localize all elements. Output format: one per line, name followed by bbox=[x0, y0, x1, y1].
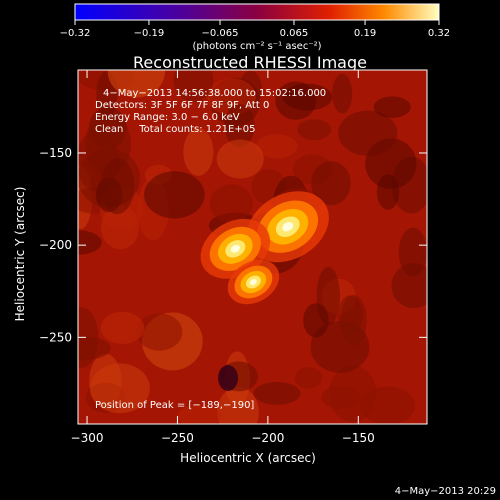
heatmap-texture-patch bbox=[107, 70, 165, 98]
x-tick-label: −200 bbox=[251, 431, 284, 445]
colorbar-tick-label: 0.19 bbox=[354, 28, 376, 39]
heatmap-texture-patch bbox=[255, 134, 298, 159]
heatmap-texture-patch bbox=[90, 363, 150, 414]
colorbar-tick-label: 0.065 bbox=[280, 28, 309, 39]
heatmap-dark-spot bbox=[218, 365, 238, 391]
footer-date: 4−May−2013 20:29 bbox=[395, 486, 496, 497]
colorbar-ticks: −0.32 −0.19 −0.065 0.065 0.19 0.32 bbox=[60, 20, 450, 39]
heatmap-texture-patch bbox=[332, 73, 353, 114]
y-axis-label: Heliocentric Y (arcsec) bbox=[13, 187, 27, 322]
heatmap-texture-patch bbox=[338, 110, 398, 156]
heatmap-texture-patch bbox=[359, 386, 416, 424]
heatmap-image bbox=[78, 70, 427, 424]
y-tick-label: −150 bbox=[39, 146, 72, 160]
heatmap-texture-patch bbox=[217, 386, 259, 424]
heatmap-texture-patch bbox=[100, 158, 135, 215]
plot-frame bbox=[77, 69, 428, 425]
heatmap-texture-patch bbox=[173, 70, 214, 102]
y-tick-label: −200 bbox=[39, 238, 72, 252]
heatmap-texture-patch bbox=[253, 382, 301, 405]
heatmap-texture-patch bbox=[321, 385, 361, 410]
heatmap-texture-patch bbox=[78, 336, 111, 361]
x-tick-label: −150 bbox=[342, 431, 375, 445]
heatmap-texture-patch bbox=[294, 367, 323, 389]
colorbar-tick-label: −0.19 bbox=[134, 28, 165, 39]
heatmap-texture-patch bbox=[136, 313, 183, 351]
colorbar-tick-label: −0.065 bbox=[202, 28, 239, 39]
heatmap-texture-patch bbox=[303, 303, 329, 338]
heatmap-texture-patch bbox=[100, 311, 145, 345]
heatmap-texture-patch bbox=[311, 161, 351, 206]
annotation-peak: Position of Peak = [−189,−190] bbox=[95, 400, 254, 411]
axis-ticks: −300 −250 −200 −150 −150 −200 −250 bbox=[39, 70, 427, 445]
heatmap-texture-patch bbox=[337, 295, 363, 336]
source-blob bbox=[230, 244, 240, 253]
heatmap-texture-patch bbox=[275, 81, 317, 120]
heatmap-texture-patch bbox=[209, 184, 254, 223]
chart-title: Reconstructed RHESSI Image bbox=[133, 53, 367, 72]
source-blob bbox=[250, 279, 257, 285]
heatmap-texture-patch bbox=[144, 171, 205, 219]
heatmap-texture-patch bbox=[224, 103, 255, 147]
source-blob bbox=[282, 222, 294, 232]
colorbar-label: (photons cm⁻² s⁻¹ asec⁻²) bbox=[192, 41, 321, 52]
annotation-detectors: Detectors: 3F 5F 6F 7F 8F 9F, Att 0 bbox=[95, 100, 269, 111]
x-tick-label: −300 bbox=[71, 431, 104, 445]
x-tick-label: −250 bbox=[161, 431, 194, 445]
colorbar-tick-label: 0.32 bbox=[428, 28, 450, 39]
colorbar-tick-label: −0.32 bbox=[60, 28, 91, 39]
heatmap-texture-patch bbox=[297, 119, 332, 141]
heatmap-texture-patch bbox=[177, 404, 221, 424]
annotation-clean: Clean Total counts: 1.21E+05 bbox=[95, 124, 255, 135]
y-tick-label: −250 bbox=[39, 330, 72, 344]
heatmap-texture-patch bbox=[78, 230, 102, 255]
colorbar bbox=[74, 3, 440, 21]
heatmap-texture-patch bbox=[216, 139, 264, 179]
heatmap-texture-patch bbox=[376, 174, 400, 210]
heatmap-texture-patch bbox=[373, 96, 411, 118]
x-axis-label: Heliocentric X (arcsec) bbox=[180, 451, 316, 465]
heatmap-texture-patch bbox=[391, 263, 427, 309]
annotation-time: 4−May−2013 14:56:38.000 to 15:02:16.000 bbox=[103, 88, 326, 99]
heatmap-texture-patch bbox=[183, 128, 214, 176]
annotation-energy: Energy Range: 3.0 − 6.0 keV bbox=[95, 112, 240, 123]
